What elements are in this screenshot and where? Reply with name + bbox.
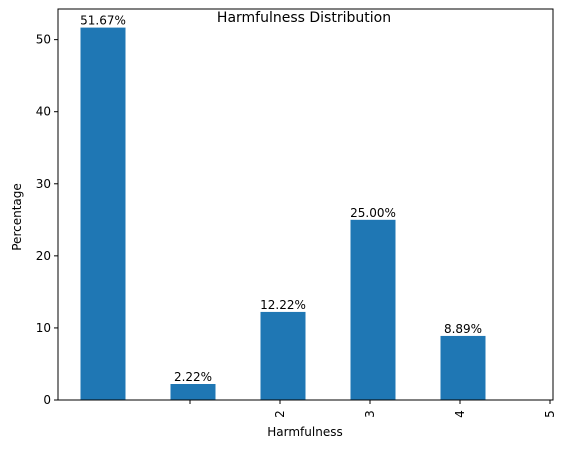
- bar-4: [350, 219, 396, 400]
- data-label-2: 2.22%: [174, 370, 212, 384]
- bars-group: [80, 27, 486, 400]
- chart-title: Harmfulness Distribution: [217, 10, 391, 26]
- y-tick-label: 20: [36, 249, 51, 263]
- bar-3: [260, 311, 306, 400]
- y-tick-label: 0: [43, 393, 51, 407]
- y-tick-label: 50: [36, 33, 51, 47]
- y-axis-label: Percentage: [10, 183, 24, 251]
- y-tick-label: 10: [36, 321, 51, 335]
- plot-frame: [57, 8, 554, 401]
- x-axis-label: Harmfulness: [267, 425, 342, 439]
- bar-2: [170, 383, 216, 400]
- x-tick-label: 3: [363, 410, 377, 418]
- x-tick-label: 2: [273, 410, 287, 418]
- bar-5: [440, 335, 486, 400]
- data-label-1: 51.67%: [80, 14, 126, 28]
- x-tick-label: 4: [453, 410, 467, 418]
- bar-1: [80, 27, 126, 400]
- data-label-5: 8.89%: [444, 322, 482, 336]
- y-tick-label: 40: [36, 105, 51, 119]
- x-tick-label: 5: [543, 410, 557, 418]
- data-label-4: 25.00%: [350, 206, 396, 220]
- data-label-3: 12.22%: [260, 298, 306, 312]
- x-axis-ticks: 2 3 4 5: [189, 400, 557, 418]
- data-labels-group: 51.67% 2.22% 12.22% 25.00% 8.89%: [80, 14, 482, 384]
- y-axis-ticks: 0 10 20 30 40 50: [36, 33, 58, 407]
- y-tick-label: 30: [36, 177, 51, 191]
